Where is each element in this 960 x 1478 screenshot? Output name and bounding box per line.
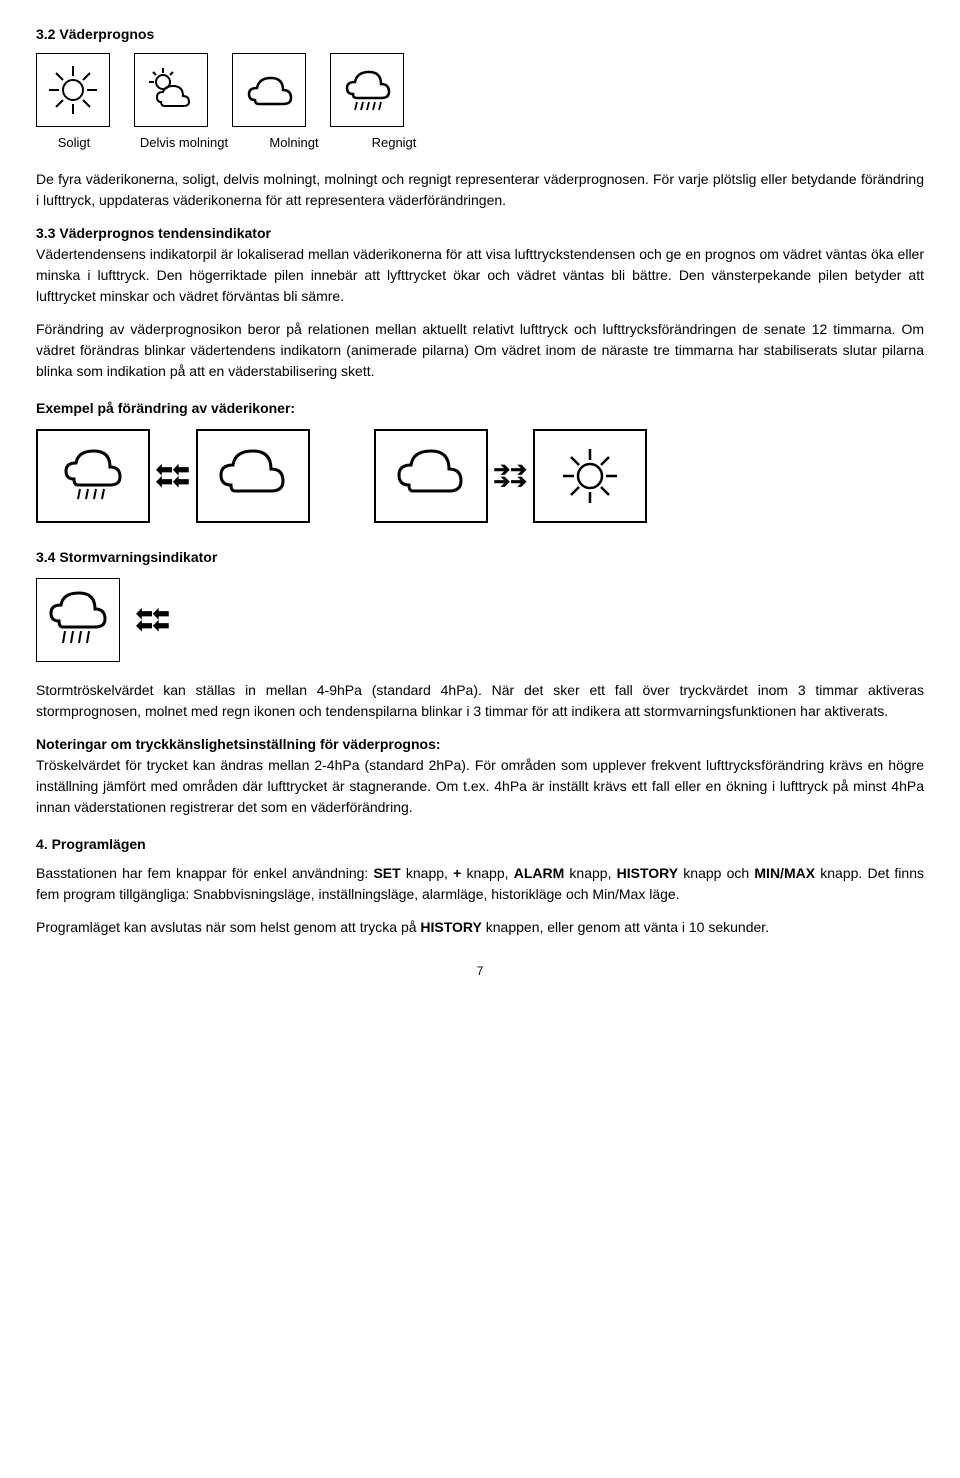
- section-3-4-para2: Tröskelvärdet för trycket kan ändras mel…: [36, 757, 924, 815]
- transition-cloud-to-sun: ➔➔ ➔➔: [374, 429, 648, 523]
- page-number: 7: [36, 962, 924, 980]
- weather-icon-row: [36, 53, 924, 127]
- arrows-right: ➔➔ ➔➔: [494, 464, 528, 488]
- section-3-3-para1: Vädertendensens indikatorpil är lokalise…: [36, 246, 924, 304]
- section-3-3-para2: Förändring av väderprognosikon beror på …: [36, 319, 924, 382]
- section-4-heading: 4. Programlägen: [36, 834, 924, 855]
- cloud-icon: [241, 62, 297, 118]
- arrow-left-icon: ⬅⬅: [156, 476, 190, 488]
- transition-row: ⬅⬅ ⬅⬅ ➔➔ ➔➔: [36, 429, 924, 523]
- weather-icon-rainy: [330, 53, 404, 127]
- section-3-2-heading: 3.2 Väderprognos: [36, 24, 924, 45]
- section-3-4-para1: Stormtröskelvärdet kan ställas in mellan…: [36, 680, 924, 722]
- weather-icon-partly-cloudy: [134, 53, 208, 127]
- transition-cloud-box2: [374, 429, 488, 523]
- arrow-left-icon: ⬅⬅: [136, 620, 170, 632]
- section-3-4-notes-heading: Noteringar om tryckkänslighetsinställnin…: [36, 736, 441, 752]
- storm-icon-box: [36, 578, 120, 662]
- storm-indicator: ⬅⬅ ⬅⬅: [36, 578, 924, 662]
- arrows-left: ⬅⬅ ⬅⬅: [156, 464, 190, 488]
- example-heading: Exempel på förändring av väderikoner:: [36, 398, 924, 419]
- arrow-right-icon: ➔➔: [494, 476, 528, 488]
- transition-cloud-box: [196, 429, 310, 523]
- storm-arrows-left: ⬅⬅ ⬅⬅: [136, 608, 170, 632]
- section-3-3-block1: 3.3 Väderprognos tendensindikator Vädert…: [36, 223, 924, 307]
- transition-sun-box: [533, 429, 647, 523]
- section-3-2-para1: De fyra väderikonerna, soligt, delvis mo…: [36, 169, 924, 211]
- transition-rain-box: [36, 429, 150, 523]
- section-4-para1: Basstationen har fem knappar för enkel a…: [36, 863, 924, 905]
- partly-cloudy-icon: [143, 62, 199, 118]
- rain-icon: [45, 587, 111, 653]
- sun-icon: [555, 443, 625, 509]
- weather-icon-labels: Soligt Delvis molningt Molningt Regnigt: [36, 133, 924, 153]
- section-3-3-heading: 3.3 Väderprognos tendensindikator: [36, 225, 271, 241]
- rain-icon: [58, 443, 128, 509]
- rain-icon: [339, 62, 395, 118]
- cloud-icon: [213, 443, 293, 509]
- sun-icon: [45, 62, 101, 118]
- label-cloudy: Molningt: [256, 133, 332, 153]
- weather-icon-sunny: [36, 53, 110, 127]
- label-rainy: Regnigt: [356, 133, 432, 153]
- section-3-4-heading: 3.4 Stormvarningsindikator: [36, 547, 924, 568]
- section-3-4-notes: Noteringar om tryckkänslighetsinställnin…: [36, 734, 924, 818]
- cloud-icon: [391, 443, 471, 509]
- label-sunny: Soligt: [36, 133, 112, 153]
- transition-rain-to-cloud: ⬅⬅ ⬅⬅: [36, 429, 310, 523]
- label-partly-cloudy: Delvis molningt: [136, 133, 232, 153]
- section-4-para2: Programläget kan avslutas när som helst …: [36, 917, 924, 938]
- weather-icon-cloudy: [232, 53, 306, 127]
